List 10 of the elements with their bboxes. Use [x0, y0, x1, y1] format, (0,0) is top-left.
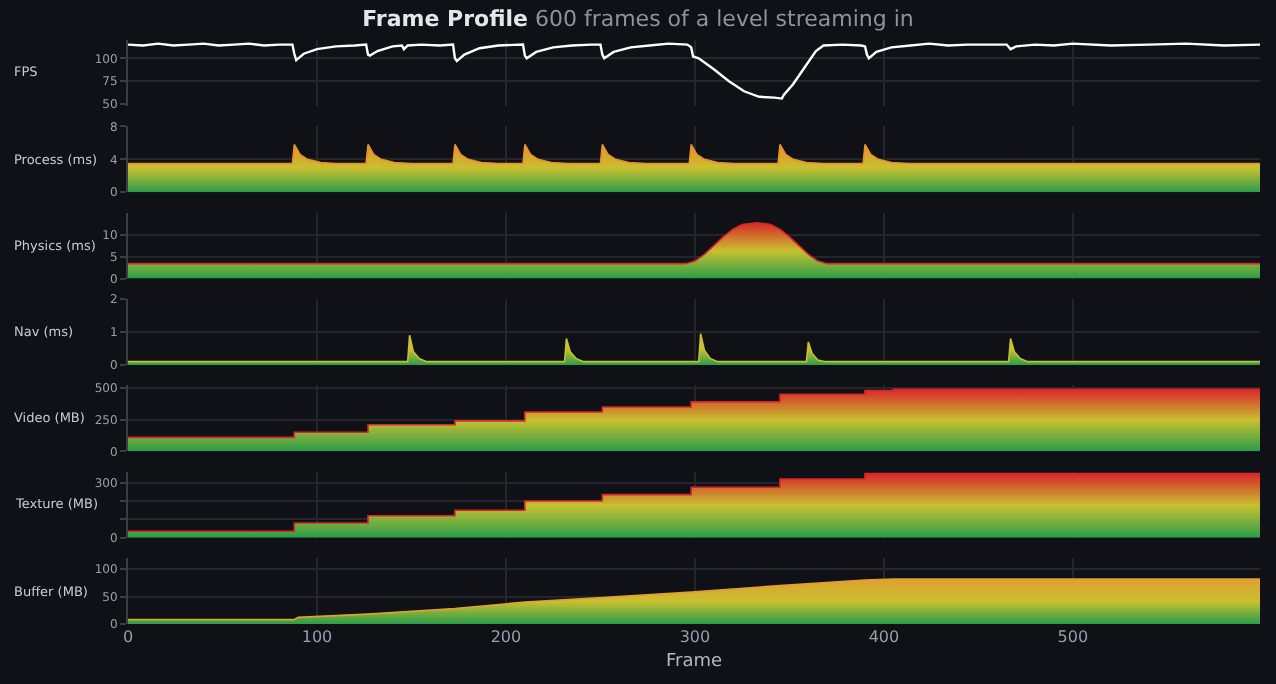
x-axis-title: Frame	[665, 651, 723, 672]
chart-title: Frame Profile	[362, 5, 528, 32]
x-tick-label: 400	[868, 628, 900, 646]
x-tick-label: 0	[122, 628, 134, 646]
x-tick-label: 300	[679, 628, 711, 646]
x-tick-label: 500	[1057, 628, 1089, 646]
line-series	[128, 42, 1260, 100]
x-tick-label: 200	[490, 628, 522, 646]
chart-subtitle: 600 frames of a level streaming in	[534, 5, 914, 32]
x-tick-label: 100	[301, 628, 333, 646]
